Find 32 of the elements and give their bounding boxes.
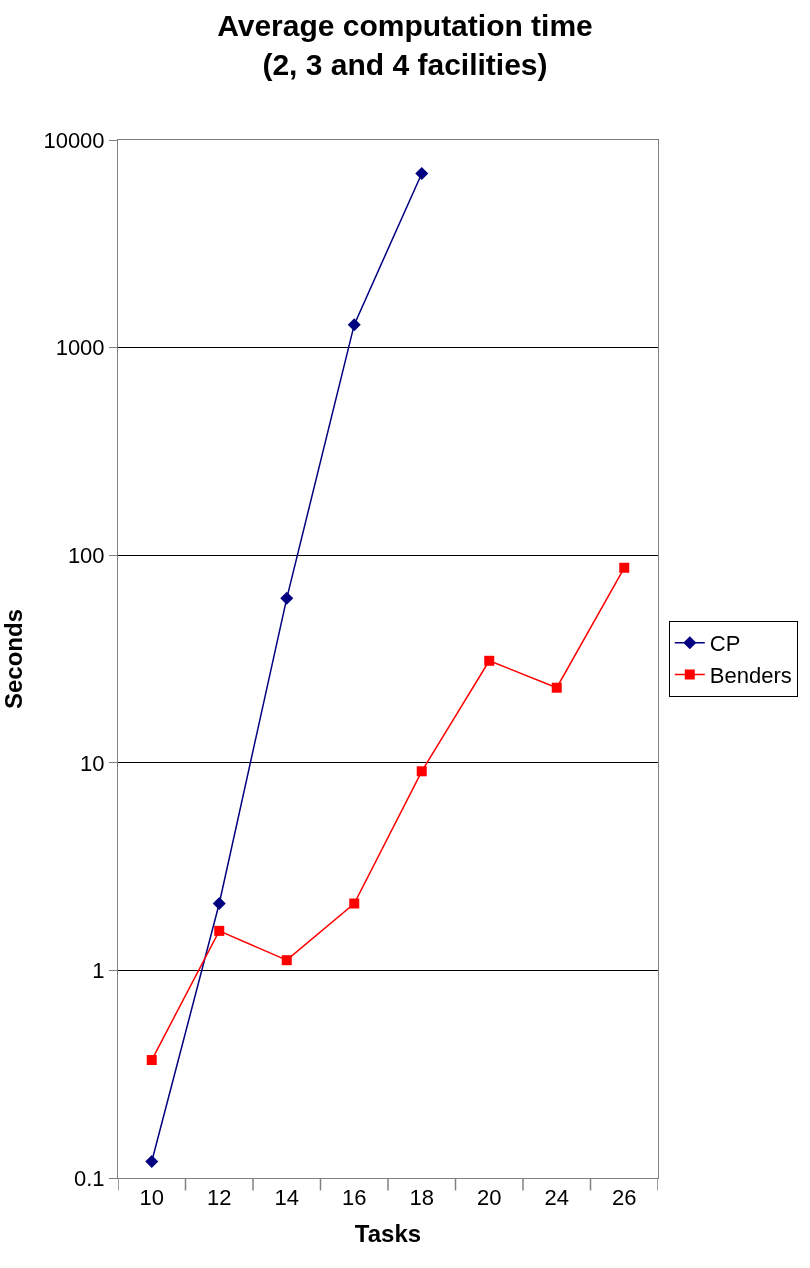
point [212, 897, 226, 911]
point [484, 655, 495, 666]
y-tick-label: 0.1 [74, 1165, 105, 1191]
y-tick-label: 10000 [43, 127, 105, 153]
point [280, 591, 294, 605]
y-axis-title: Seconds [0, 608, 27, 710]
legend-label: Benders [709, 662, 792, 688]
point [416, 766, 427, 777]
point [145, 1155, 159, 1169]
point [349, 898, 360, 909]
x-tick-label: 24 [544, 1185, 569, 1211]
point [281, 955, 292, 966]
x-tick-label: 26 [612, 1185, 637, 1211]
point [415, 166, 429, 180]
chart-title: Average computation time (2, 3 and 4 facilities) [217, 9, 593, 81]
x-tick-label: 12 [207, 1185, 232, 1211]
point [146, 1055, 157, 1066]
x-tick-label: 16 [342, 1185, 367, 1211]
legend-label: CP [709, 631, 741, 657]
y-tick-label: 1000 [55, 335, 105, 361]
y-tick-label: 100 [67, 542, 105, 568]
x-tick-label: 20 [477, 1185, 502, 1211]
y-tick-label: 10 [80, 750, 105, 776]
x-tick-label: 18 [409, 1185, 434, 1211]
x-tick-label: 10 [139, 1185, 164, 1211]
point [619, 562, 630, 573]
x-tick-label: 14 [274, 1185, 299, 1211]
point [551, 682, 562, 693]
y-tick-label: 1 [92, 958, 105, 984]
x-axis-title: Tasks [354, 1219, 422, 1247]
point [214, 925, 225, 936]
point [347, 318, 361, 332]
